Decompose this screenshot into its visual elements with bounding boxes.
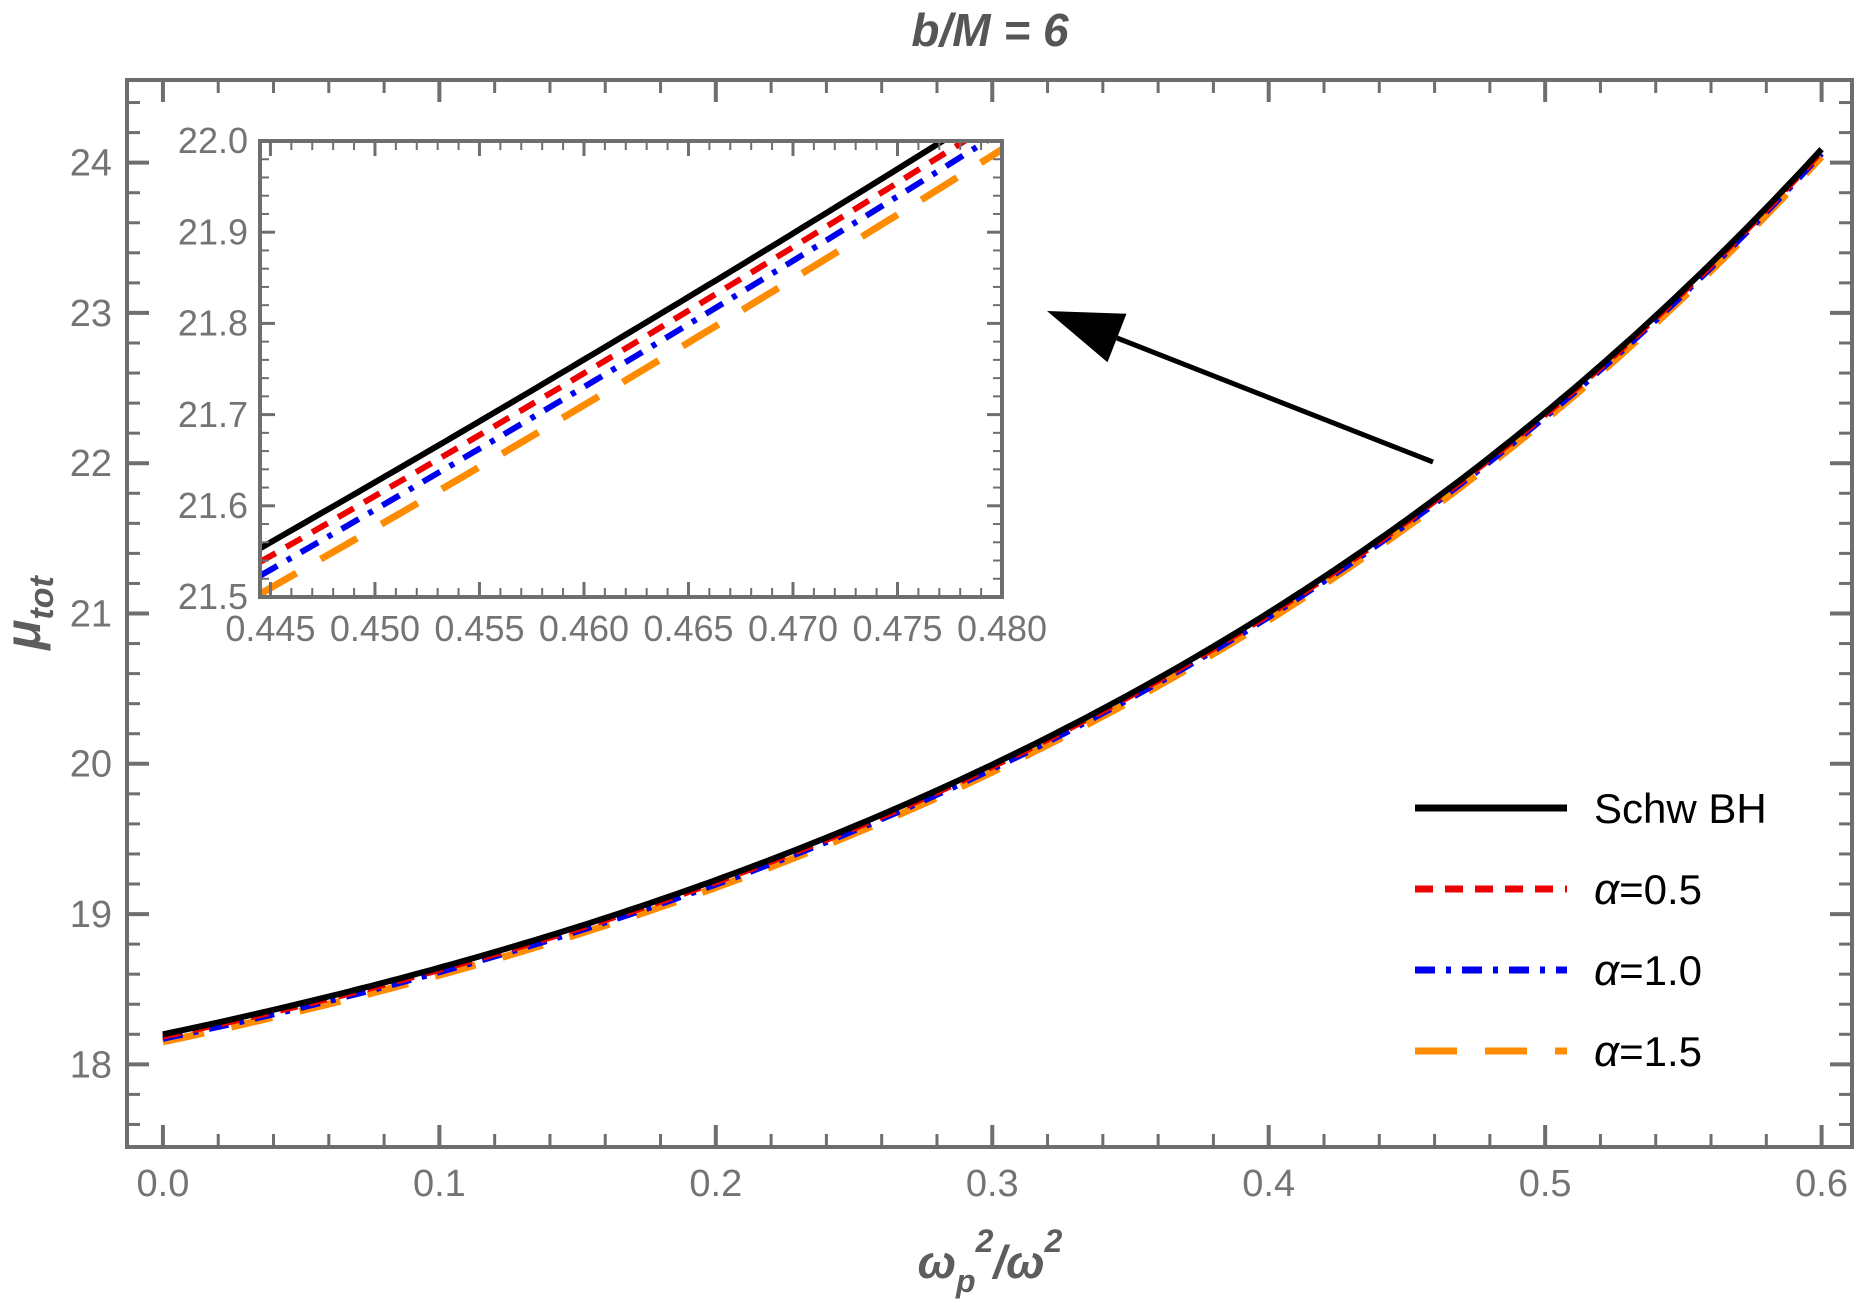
legend-label-1-5: α=1.5 <box>1594 1027 1702 1076</box>
inset-plot-frame: 0.445 0.450 0.455 0.460 0.465 0.470 0.475 0.480… <box>178 120 1047 649</box>
legend-item-0-5: α=0.5 <box>1415 865 1702 914</box>
y-axis-label: μtot <box>0 575 61 652</box>
legend-label-text: =1.0 <box>1619 947 1702 994</box>
legend-label-symbol: α <box>1594 1027 1621 1076</box>
legend-item-schw-bh: Schw BH <box>1415 785 1767 832</box>
inset-y-tick-label: 21.6 <box>178 485 248 526</box>
curve-schw-bh <box>162 147 1824 1038</box>
main-y-tick-label: 24 <box>70 143 112 185</box>
legend-item-1-0: α=1.0 <box>1415 946 1702 995</box>
legend-label-text: =0.5 <box>1619 866 1702 913</box>
main-x-tick-label: 0.6 <box>1795 1163 1848 1205</box>
x-label-sup-2: 2 <box>975 1223 994 1259</box>
plot-title: b/M = 6 <box>911 4 1069 56</box>
zoom-arrow-shaft <box>1116 335 1434 465</box>
inset-x-tick-label: 0.455 <box>434 608 524 649</box>
x-label-divider: / <box>991 1236 1010 1288</box>
main-y-tick-label: 23 <box>70 293 112 335</box>
inset-x-tick-label: 0.480 <box>957 608 1047 649</box>
inset-y-tick-label: 21.5 <box>178 576 248 617</box>
x-label-omega: ω <box>1006 1236 1044 1288</box>
legend-item-1-5: α=1.5 <box>1415 1027 1702 1076</box>
legend: Schw BHα=0.5α=1.0α=1.5 <box>1415 785 1767 1076</box>
y-label-mu: μ <box>0 620 51 652</box>
inset-x-tick-label: 0.465 <box>643 608 733 649</box>
inset-panel <box>260 141 1002 597</box>
x-label-omega-p: ω <box>918 1236 956 1288</box>
legend-label-symbol: α <box>1594 865 1621 914</box>
inset-y-tick-label: 22.0 <box>178 120 248 161</box>
inset-x-tick-label: 0.475 <box>852 608 942 649</box>
legend-label-symbol: α <box>1594 946 1621 995</box>
main-y-tick-label: 20 <box>70 744 112 786</box>
main-y-tick-label: 19 <box>70 894 112 936</box>
inset-y-tick-label: 21.8 <box>178 303 248 344</box>
legend-label-schw-bh: Schw BH <box>1594 785 1767 832</box>
inset-background <box>260 141 1002 597</box>
legend-label-0-5: α=0.5 <box>1594 865 1702 914</box>
inset-x-tick-label: 0.470 <box>748 608 838 649</box>
inset-y-tick-label: 21.9 <box>178 211 248 252</box>
main-x-tick-label: 0.5 <box>1519 1163 1572 1205</box>
inset-x-tick-label: 0.450 <box>330 608 420 649</box>
main-y-tick-label: 21 <box>70 593 112 635</box>
legend-label-1-0: α=1.0 <box>1594 946 1702 995</box>
curve-0-5 <box>260 141 971 565</box>
inset-x-tick-label: 0.445 <box>225 608 315 649</box>
zoom-arrow <box>1047 311 1434 465</box>
main-curves <box>162 147 1825 1046</box>
inset-x-tick-label: 0.460 <box>539 608 629 649</box>
main-x-tick-label: 0.1 <box>413 1163 466 1205</box>
x-axis-label: ωp2/ω2 <box>918 1223 1063 1299</box>
main-y-tick-label: 22 <box>70 443 112 485</box>
main-x-tick-label: 0.0 <box>137 1163 190 1205</box>
inset-curves <box>260 141 1002 597</box>
inset-frame-border <box>258 139 1004 599</box>
zoom-arrow-head <box>1047 311 1127 363</box>
legend-label-text: =1.5 <box>1619 1028 1702 1075</box>
x-label-sup2-2: 2 <box>1044 1223 1063 1259</box>
curve-1-0 <box>260 141 992 579</box>
main-x-tick-label: 0.3 <box>966 1163 1019 1205</box>
main-x-tick-label: 0.2 <box>689 1163 742 1205</box>
y-label-sub-tot: tot <box>23 575 61 620</box>
x-label-sub-p: p <box>955 1263 976 1299</box>
inset-y-tick-label: 21.7 <box>178 394 248 435</box>
main-plot-frame: 0.0 0.1 0.2 0.3 0.4 0.5 0.6 18 19 20 21 22 23 24 <box>70 78 1854 1205</box>
curve-schw-bh <box>260 141 949 552</box>
main-y-tick-label: 18 <box>70 1044 112 1086</box>
curve-1-5 <box>260 146 1002 597</box>
legend-label-text: Schw BH <box>1594 785 1767 832</box>
main-x-tick-label: 0.4 <box>1242 1163 1295 1205</box>
